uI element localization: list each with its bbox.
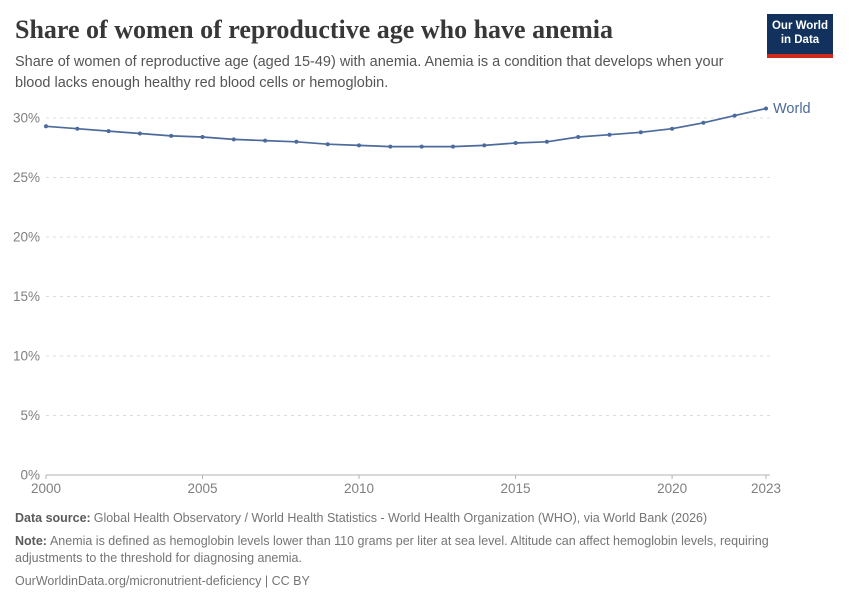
y-tick-label: 30% (13, 111, 40, 126)
owid-logo-line2: in Data (780, 34, 820, 47)
data-source-label: Data source: (15, 511, 91, 525)
series-line-world[interactable] (45, 107, 767, 148)
data-point[interactable] (325, 142, 330, 147)
x-tick-label: 2000 (31, 481, 61, 496)
data-point[interactable] (451, 144, 455, 149)
citation-link[interactable]: OurWorldinData.org/micronutrient-deficie… (15, 573, 310, 588)
y-tick-label: 15% (13, 289, 40, 304)
y-tick-label: 25% (13, 170, 40, 185)
data-point[interactable] (732, 113, 737, 118)
data-point[interactable] (200, 135, 205, 139)
data-point[interactable] (764, 106, 768, 111)
data-point[interactable] (576, 135, 581, 139)
data-point[interactable] (169, 133, 174, 138)
data-point[interactable] (670, 126, 675, 131)
data-point[interactable] (44, 124, 48, 129)
data-point[interactable] (388, 144, 393, 149)
x-tick-label: 2015 (501, 481, 531, 496)
x-tick-label: 2020 (657, 481, 687, 496)
data-point[interactable] (75, 126, 80, 131)
data-point[interactable] (231, 137, 236, 142)
y-tick-label: 10% (13, 349, 40, 364)
data-point[interactable] (638, 130, 643, 135)
data-point[interactable] (513, 141, 518, 145)
data-point[interactable] (106, 129, 111, 134)
page-title: Share of women of reproductive age who h… (15, 15, 613, 44)
note-line: Note: Anemia is defined as hemoglobin lev… (15, 533, 820, 568)
note-label: Note: (15, 533, 47, 548)
owid-logo-box: Our World in Data (767, 14, 833, 54)
y-tick-label: 20% (13, 230, 40, 245)
data-source-line: Data source: Global Health Observatory / … (15, 510, 835, 528)
data-source-text: Global Health Observatory / World Health… (93, 511, 708, 525)
data-point[interactable] (701, 120, 706, 125)
data-point[interactable] (137, 131, 142, 136)
owid-logo-line1: Our World (771, 20, 828, 32)
y-tick-label: 0% (20, 468, 40, 483)
data-point[interactable] (294, 139, 299, 144)
owid-logo-red-bar (767, 53, 833, 58)
data-point[interactable] (263, 138, 268, 143)
owid-logo[interactable]: Our World in Data (767, 14, 833, 58)
data-point[interactable] (544, 139, 549, 144)
data-point[interactable] (357, 143, 361, 148)
x-tick-label: 2005 (187, 481, 217, 496)
data-point[interactable] (482, 143, 487, 148)
line-chart-canvas[interactable]: 0% 5% 10% 15% 20% 25% 30% 2000 2005 2010 2015 2020 2… (0, 96, 850, 506)
series-end-label[interactable]: World (773, 101, 811, 117)
x-tick-label: 2023 (751, 481, 781, 496)
note-text: Anemia is defined as hemoglobin levels l… (15, 533, 769, 566)
chart-footer: Data source: Global Health Observatory / … (15, 510, 835, 595)
y-tick-label: 5% (20, 408, 40, 423)
chart-subtitle: Share of women of reproductive age (aged… (15, 54, 724, 92)
data-point[interactable] (607, 132, 612, 137)
x-tick-label: 2010 (344, 481, 374, 496)
data-point[interactable] (419, 144, 424, 149)
